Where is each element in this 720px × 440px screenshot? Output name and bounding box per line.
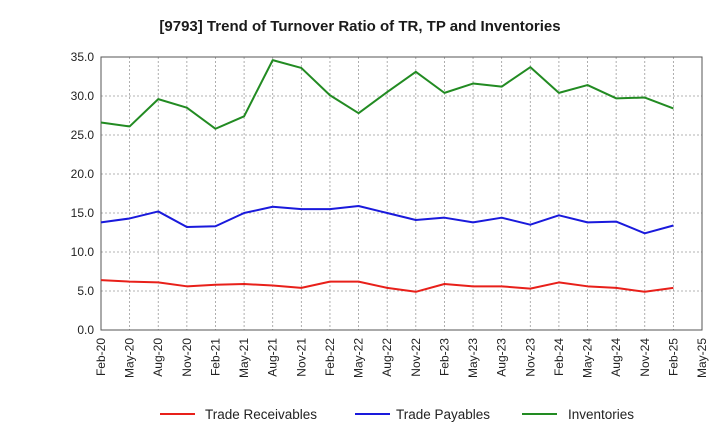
y-tick-label: 35.0 <box>71 50 95 64</box>
x-tick-label: Feb-25 <box>666 338 680 376</box>
series-line-inventories <box>100 59 674 130</box>
x-tick-label: Aug-23 <box>495 338 509 377</box>
series-line-trade-receivables <box>100 279 674 293</box>
x-tick-label: May-24 <box>581 338 595 378</box>
x-tick-label: Nov-20 <box>180 338 194 377</box>
x-tick-label: Nov-24 <box>638 338 652 377</box>
legend-label: Trade Payables <box>396 407 490 422</box>
series-line-trade-payables <box>100 204 674 235</box>
y-tick-label: 15.0 <box>71 206 95 220</box>
x-tick-label: Nov-23 <box>523 338 537 377</box>
x-tick-label: Nov-22 <box>409 338 423 377</box>
grid-layer <box>100 56 703 331</box>
x-tick-label: Feb-23 <box>437 338 451 376</box>
x-tick-label: Aug-20 <box>151 338 165 377</box>
x-tick-label: Feb-20 <box>94 338 108 376</box>
legend-label: Trade Receivables <box>205 407 317 422</box>
x-tick-label: Aug-24 <box>609 338 623 377</box>
y-tick-label: 25.0 <box>71 128 95 142</box>
series-layer <box>100 59 674 293</box>
y-tick-label: 5.0 <box>77 284 94 298</box>
x-tick-label: Feb-24 <box>552 338 566 376</box>
x-tick-label: May-23 <box>466 338 480 378</box>
plot-frame <box>100 56 703 331</box>
x-tick-label: May-21 <box>237 338 251 378</box>
legend-label: Inventories <box>568 407 634 422</box>
x-tick-label: May-25 <box>695 338 709 378</box>
x-tick-label: May-20 <box>123 338 137 378</box>
x-tick-label: Nov-21 <box>294 338 308 377</box>
x-tick-label: Feb-22 <box>323 338 337 376</box>
x-tick-label: Aug-22 <box>380 338 394 377</box>
x-tick-label: May-22 <box>352 338 366 378</box>
axis-layer: 0.0 5.0 10.0 15.0 20.0 25.0 30.0 35.0 Feb-20 May-… <box>71 50 709 378</box>
legend: Trade Receivables Trade Payables Inventori… <box>160 407 634 422</box>
x-tick-label: Aug-21 <box>266 338 280 377</box>
y-tick-label: 20.0 <box>71 167 95 181</box>
chart-title: [9793] Trend of Turnover Ratio of TR, TP… <box>159 18 560 35</box>
y-tick-label: 0.0 <box>77 323 94 337</box>
y-tick-label: 10.0 <box>71 245 95 259</box>
y-tick-label: 30.0 <box>71 89 95 103</box>
x-tick-label: Feb-21 <box>208 338 222 376</box>
